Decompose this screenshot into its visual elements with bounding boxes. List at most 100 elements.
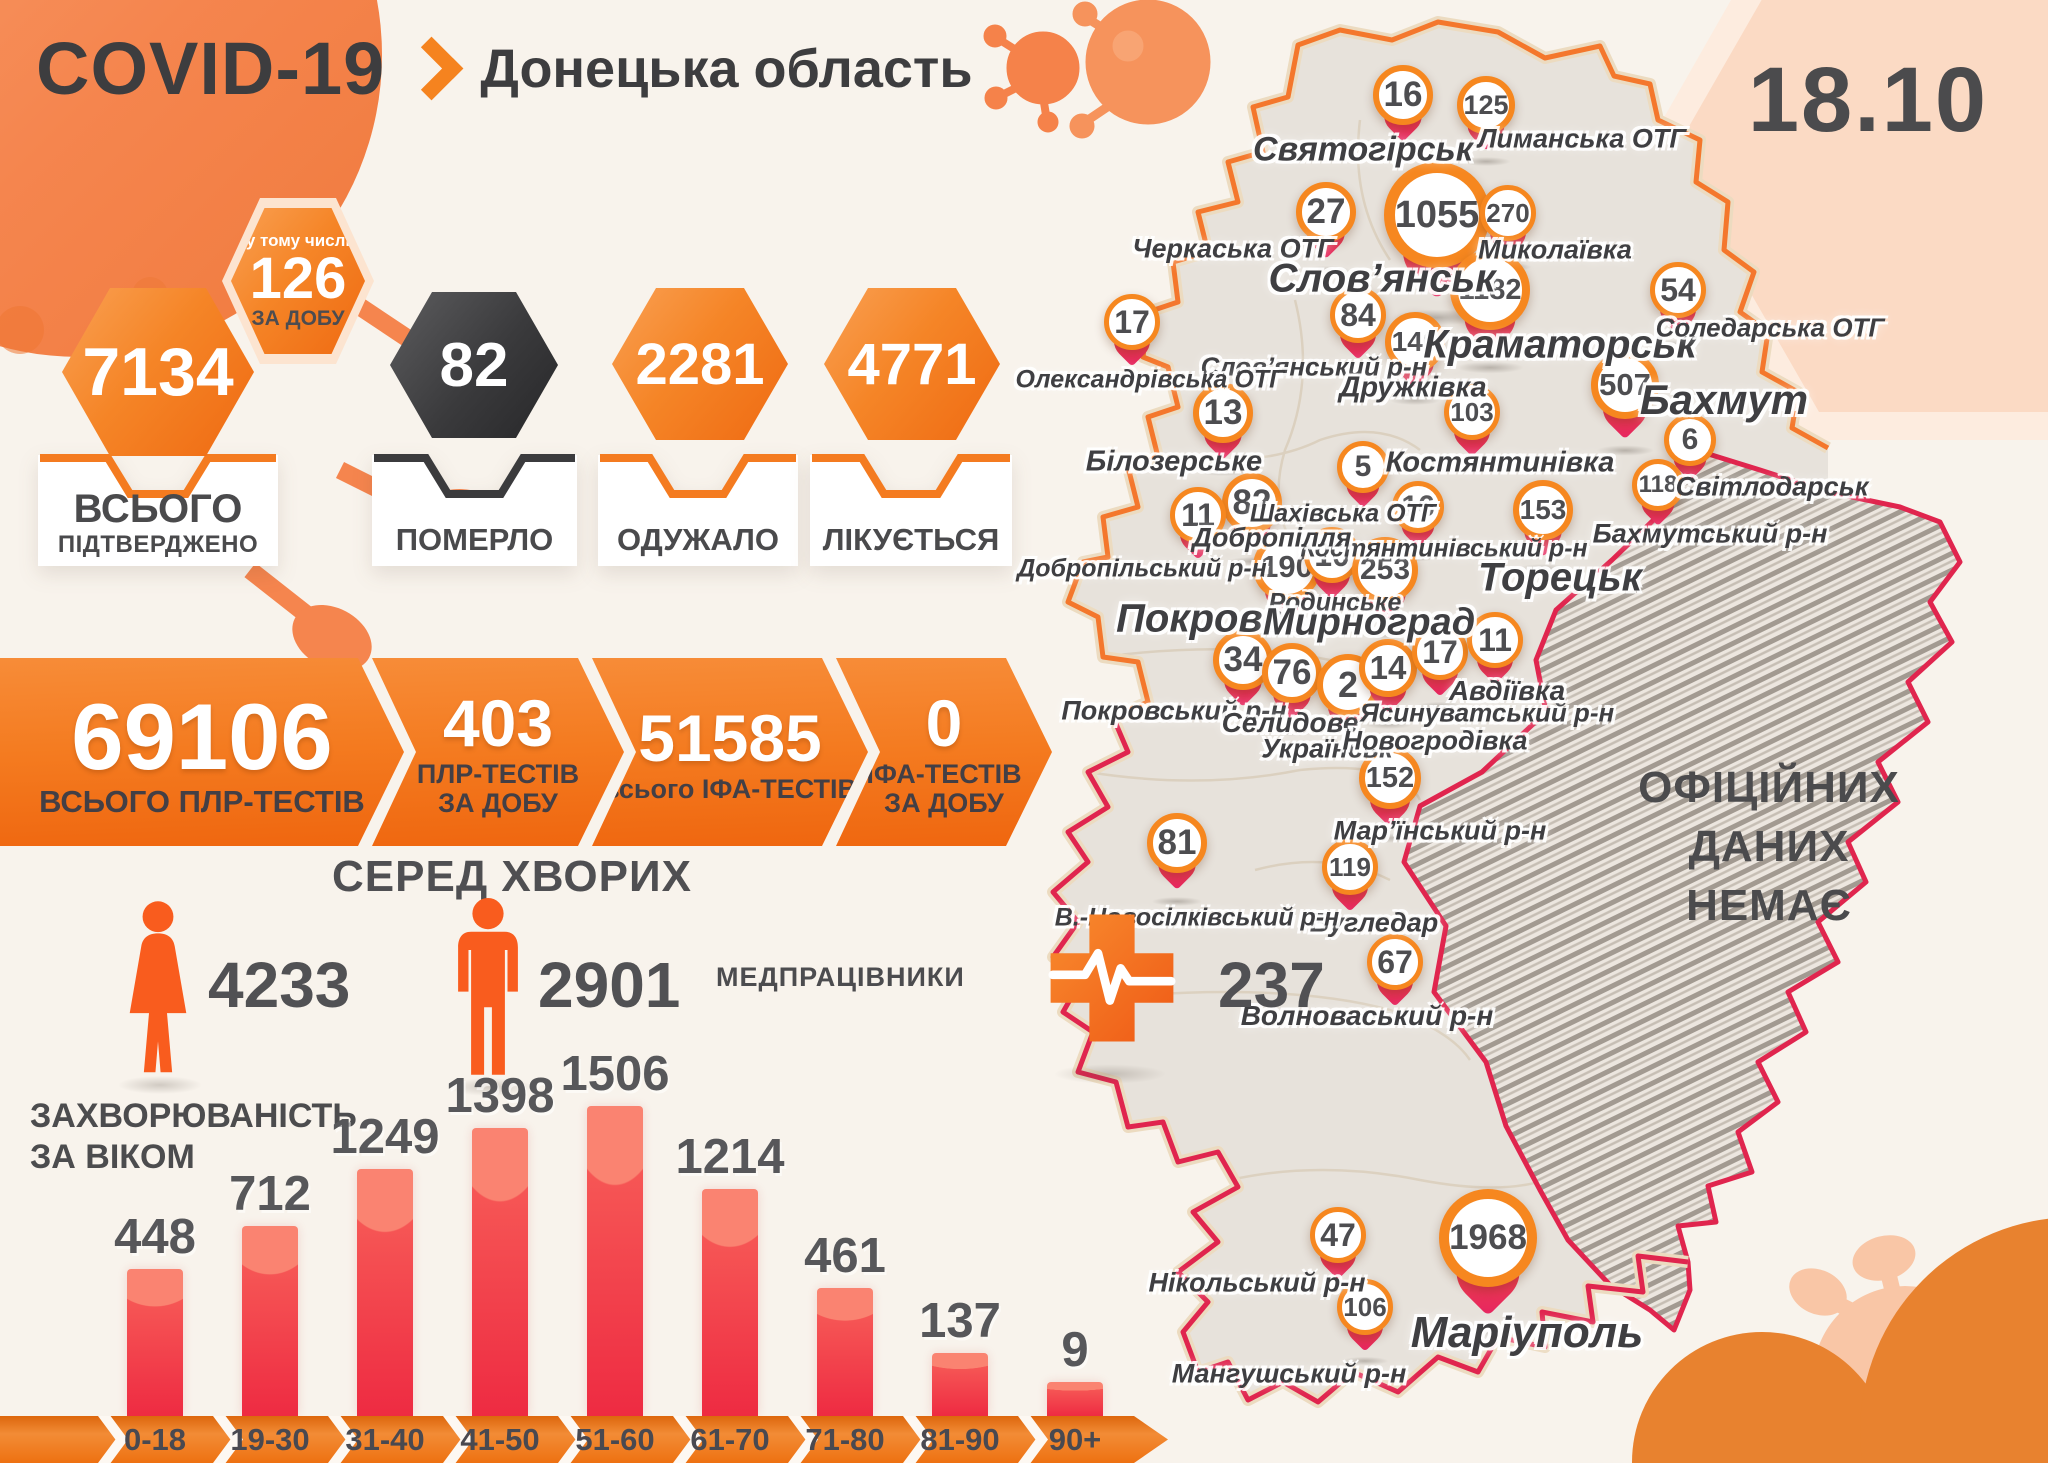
place-label: Родинське xyxy=(1268,588,1402,617)
elisa-total-arrow: 51585 всього ІФА-ТЕСТІВ xyxy=(592,658,868,846)
location-pin-icon: 1182 xyxy=(1442,250,1538,377)
card-shape xyxy=(598,454,798,566)
pin-shadow xyxy=(1310,738,1386,752)
card-confirmed-label: ВСЬОГО xyxy=(73,487,243,531)
pin-case-count: 270 xyxy=(1486,197,1530,228)
recovered-value: 2281 xyxy=(635,331,765,397)
location-pin-icon: 253 xyxy=(1345,537,1425,642)
location-pin-icon: 125 xyxy=(1451,76,1521,168)
place-label: Костянтинівка xyxy=(1385,446,1615,479)
pin-case-count: 11 xyxy=(1181,496,1215,533)
age-category-label: 41-50 xyxy=(460,1421,540,1457)
pin-shadow xyxy=(1429,1322,1547,1344)
pin-case-count: 13 xyxy=(1203,393,1243,432)
pin-shadow xyxy=(1626,529,1690,542)
place-label: Бахмут xyxy=(1639,376,1809,423)
pin-case-count: 1055 xyxy=(1394,193,1480,236)
place-label: Миколаївка xyxy=(1478,234,1632,265)
virus-bottom-icon xyxy=(1632,1218,2048,1463)
place-label: Соледарська ОТГ xyxy=(1655,312,1885,343)
hex-confirmed: 7134 xyxy=(62,288,254,456)
location-pin-icon: 1968 xyxy=(1429,1189,1547,1344)
card-died-label: ПОМЕРЛО xyxy=(395,522,554,557)
card-treated-label: ЛІКУЄТЬСЯ xyxy=(822,522,1000,557)
pin-shadow xyxy=(1461,688,1529,701)
pin-shadow xyxy=(1098,370,1166,383)
pin-shadow xyxy=(1367,146,1439,160)
card-died: ПОМЕРЛО xyxy=(372,448,577,566)
pin-shadow xyxy=(1298,603,1366,616)
location-pin-icon: 119 xyxy=(1316,839,1384,928)
pin-case-count: 106 xyxy=(1343,1291,1387,1322)
place-label: Вугледар xyxy=(1309,907,1439,938)
male-icon xyxy=(448,898,528,1085)
pin-case-count: 140 xyxy=(1391,326,1439,357)
location-pin-icon: 81 xyxy=(1141,813,1213,908)
pin-shadow xyxy=(1316,915,1384,928)
died-value: 82 xyxy=(439,330,509,400)
pin-shadow xyxy=(1207,711,1279,725)
pin-case-count: 5 xyxy=(1354,450,1372,483)
location-pin-icon: 270 xyxy=(1474,185,1542,274)
place-label: Бахмутський р-н xyxy=(1592,518,1828,549)
among-sick-title: СЕРЕД ХВОРИХ xyxy=(332,852,692,901)
place-label: Лиманська ОТГ xyxy=(1478,123,1686,154)
place-label: Дружківка xyxy=(1339,371,1487,404)
pin-shadow xyxy=(1164,563,1232,576)
pin-case-count: 125 xyxy=(1463,89,1509,120)
location-pin-icon: 118 xyxy=(1626,459,1690,542)
pin-shadow xyxy=(1386,551,1450,564)
pin-case-count: 2 xyxy=(1337,664,1359,705)
elisa-daily-value: 0 xyxy=(925,686,963,760)
medics-count: 237 xyxy=(1218,949,1325,1021)
pin-case-count: 17 xyxy=(1422,633,1458,670)
axis-chevron-icon xyxy=(1018,1416,1048,1463)
location-pin-icon: 17 xyxy=(1098,294,1166,383)
elisa-daily-label: ІФА-ТЕСТІВ xyxy=(866,759,1022,789)
location-pin-icon: 17 xyxy=(1406,624,1474,713)
pin-case-count: 17 xyxy=(1114,303,1150,340)
place-label: Білозерське xyxy=(1085,445,1263,478)
pin-shadow xyxy=(1141,894,1213,908)
treated-value: 4771 xyxy=(847,331,977,397)
pin-case-count: 10 xyxy=(1314,536,1350,573)
place-label: Маріуполь xyxy=(1410,1308,1644,1357)
hex-died: 82 xyxy=(390,292,558,438)
pin-shadow xyxy=(1361,1010,1429,1023)
border-northwest xyxy=(1065,19,1830,720)
location-pin-icon: 103 xyxy=(1438,384,1506,473)
location-pin-icon: 54 xyxy=(1644,262,1712,351)
daily-suffix: ЗА ДОБУ xyxy=(251,307,345,330)
pcr-daily-value: 403 xyxy=(442,686,554,760)
pin-shadow xyxy=(1507,561,1579,575)
card-confirmed: ВСЬОГО ПІДТВЕРДЖЕНО xyxy=(38,448,278,566)
elisa-daily-label2: ЗА ДОБУ xyxy=(884,788,1004,818)
location-pin-icon: 16 xyxy=(1367,65,1439,160)
location-pin-icon: 16 xyxy=(1386,481,1450,564)
place-label: Шахівська ОТГ xyxy=(1249,499,1437,528)
pin-shadow xyxy=(1345,626,1425,642)
location-pin-icon: 76 xyxy=(1256,643,1328,738)
age-category-label: 71-80 xyxy=(805,1421,885,1457)
location-pin-icon: 14 xyxy=(1353,639,1423,731)
place-label: Світлодарськ xyxy=(1675,471,1869,502)
location-pin-icon: 5 xyxy=(1331,441,1395,524)
age-category-label: 90+ xyxy=(1048,1421,1102,1457)
medical-cross-icon xyxy=(1042,908,1182,1053)
pin-case-count: 67 xyxy=(1377,943,1413,980)
place-label: Нікольський р-н xyxy=(1148,1267,1366,1298)
pin-shadow xyxy=(1246,625,1328,641)
place-label: Мирноград xyxy=(1262,601,1476,644)
pcr-total-label: ВСЬОГО ПЛР-ТЕСТІВ xyxy=(39,784,365,819)
place-label: Добропілля xyxy=(1192,522,1352,553)
daily-prefix: у тому числі xyxy=(245,231,351,250)
pin-shadow xyxy=(1658,484,1722,497)
shadow xyxy=(430,1074,550,1100)
pin-case-count: 152 xyxy=(1365,761,1415,794)
pin-case-count: 84 xyxy=(1340,296,1376,333)
location-pin-icon: 11 xyxy=(1164,487,1232,576)
region-title: Донецька область xyxy=(480,38,973,99)
place-label: Українськ xyxy=(1261,733,1393,764)
age-category-label: 81-90 xyxy=(920,1421,1000,1457)
